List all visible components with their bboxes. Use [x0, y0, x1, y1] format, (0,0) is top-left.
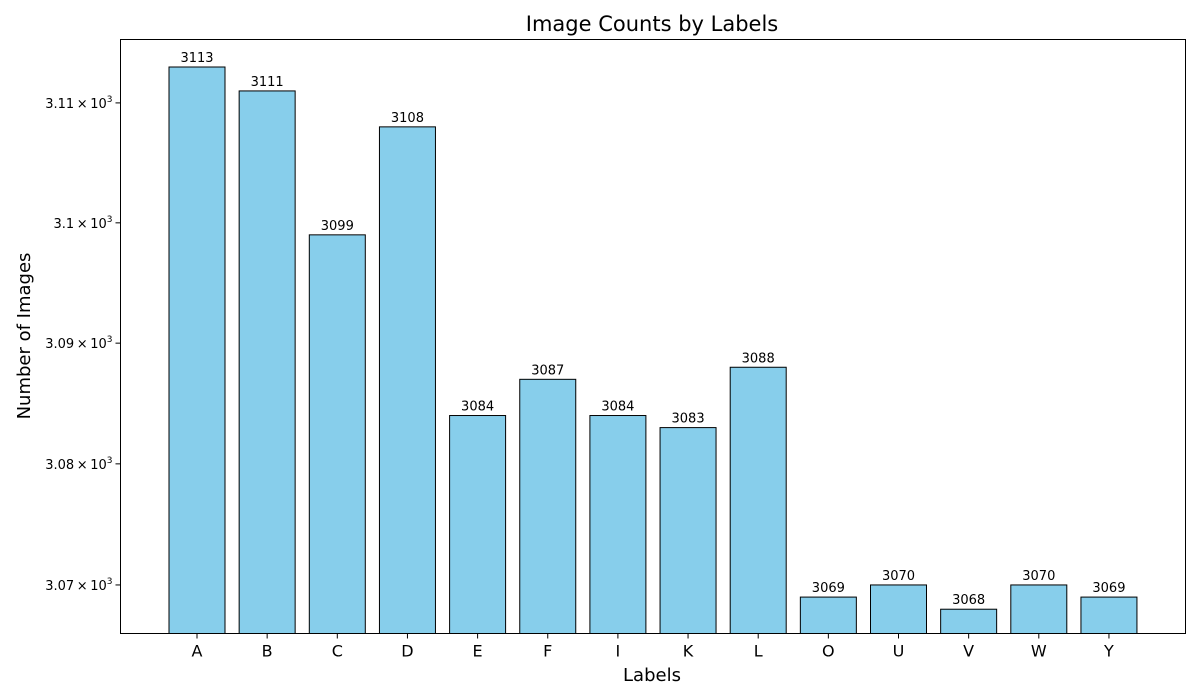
x-tick-label: F: [543, 642, 552, 661]
x-tick-label: D: [401, 642, 413, 661]
bar-I: [589, 415, 647, 634]
chart-title: Image Counts by Labels: [526, 12, 778, 36]
y-tick-label: 3.08 × 103: [45, 456, 112, 473]
x-tick-label: I: [616, 642, 621, 661]
bar-value-label: 3087: [531, 363, 564, 378]
x-tick-label: A: [192, 642, 203, 661]
bar-V: [940, 608, 998, 635]
bar-value-label: 3070: [882, 569, 915, 584]
bar-Y: [1080, 596, 1138, 634]
x-tick-label: U: [893, 642, 905, 661]
y-axis-label: Number of Images: [14, 253, 35, 420]
bar-A: [168, 66, 226, 635]
bar-value-label: 3099: [321, 219, 354, 234]
x-tick-label: O: [822, 642, 835, 661]
y-tick-label: 3.1 × 103: [53, 215, 112, 232]
bar-value-label: 3083: [672, 412, 705, 427]
x-tick-label: V: [963, 642, 974, 661]
bar-D: [378, 126, 436, 635]
bar-L: [729, 366, 787, 634]
plot-frame: [120, 39, 1186, 634]
x-tick-label: E: [473, 642, 483, 661]
bar-value-label: 3070: [1022, 569, 1055, 584]
bar-value-label: 3084: [601, 400, 634, 415]
x-tick-label: L: [754, 642, 763, 661]
bar-value-label: 3088: [742, 351, 775, 366]
x-tick-label: K: [683, 642, 694, 661]
y-tick-label: 3.11 × 103: [45, 95, 112, 112]
x-tick-label: W: [1031, 642, 1047, 661]
y-tick-label: 3.07 × 103: [45, 577, 112, 594]
x-axis-label: Labels: [623, 665, 681, 686]
bar-O: [799, 596, 857, 634]
y-tick-label: 3.09 × 103: [45, 335, 112, 352]
bar-B: [238, 90, 296, 635]
bar-E: [449, 415, 507, 634]
bar-C: [308, 234, 366, 634]
bar-value-label: 3113: [180, 51, 213, 66]
bar-K: [659, 427, 717, 634]
bar-value-label: 3068: [952, 593, 985, 608]
x-tick-label: Y: [1103, 642, 1114, 661]
bar-U: [870, 584, 927, 635]
x-tick-label: C: [332, 642, 343, 661]
bar-value-label: 3111: [251, 75, 284, 90]
x-tick-label: B: [262, 642, 273, 661]
bar-value-label: 3108: [391, 111, 424, 126]
bar-value-label: 3069: [812, 581, 845, 596]
bar-W: [1010, 584, 1068, 635]
bar-value-label: 3069: [1092, 581, 1125, 596]
plot-area: 3.07 × 103 3.08 × 103 3.09 × 103 3.1 × 103 3…: [45, 51, 1138, 661]
bar-F: [519, 378, 577, 634]
bar-value-label: 3084: [461, 400, 494, 415]
